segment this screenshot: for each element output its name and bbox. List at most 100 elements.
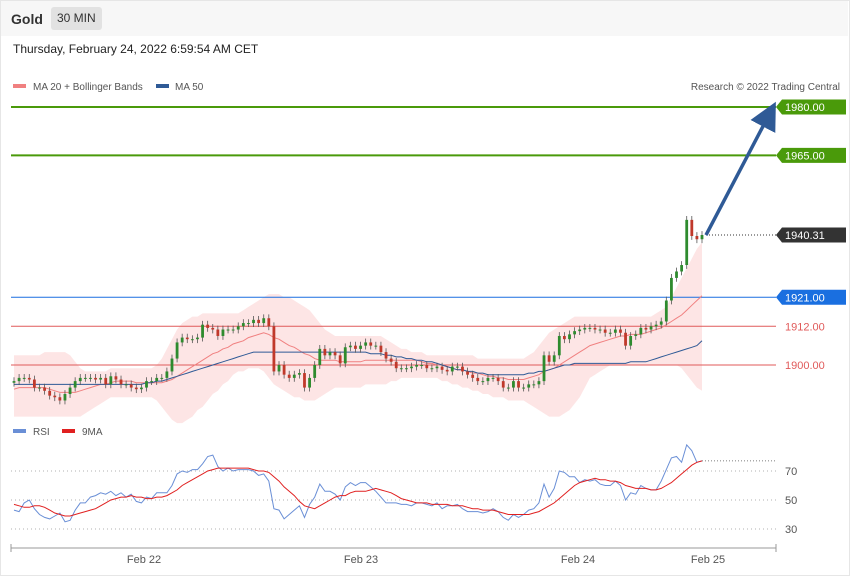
ma50-line (14, 340, 703, 385)
candle-body (670, 277, 673, 301)
candle-body (313, 365, 317, 378)
candle-body (272, 326, 276, 372)
candle-body (430, 368, 434, 370)
candlesticks (12, 216, 704, 405)
candle-body (323, 348, 327, 356)
candle-body (297, 373, 301, 375)
candle-body (38, 387, 41, 389)
candle-body (629, 335, 633, 346)
candle-body (649, 326, 653, 330)
candle-body (27, 377, 31, 380)
report-datetime: Thursday, February 24, 2022 6:59:54 AM C… (13, 42, 259, 56)
candle-body (206, 324, 210, 328)
candle-body (53, 395, 57, 398)
candle-body (603, 329, 607, 333)
arrow-line (704, 101, 776, 236)
candle-body (425, 365, 429, 369)
candle-body (644, 327, 648, 330)
candle-body (48, 390, 52, 396)
candle-body (318, 348, 322, 365)
ma50-legend-label: MA 50 (175, 82, 204, 93)
price-legend: MA 20 + Bollinger Bands MA 50 Research ©… (13, 82, 840, 93)
candle-body (134, 387, 138, 390)
candle-body (150, 381, 154, 383)
candle-body (364, 342, 368, 346)
candle-body (287, 374, 291, 378)
candle-body (17, 377, 21, 382)
candle-body (466, 371, 469, 375)
ma20-line (13, 295, 703, 393)
candle-body (32, 379, 36, 388)
candle-body (634, 334, 638, 336)
candle-body (608, 332, 612, 334)
rsi-ma-legend-label: 9MA (82, 427, 103, 438)
candle-body (445, 369, 449, 372)
candle-body (496, 377, 500, 382)
rsi-line (13, 443, 703, 523)
candle-body (282, 365, 286, 375)
timeframe-button[interactable]: 30 MIN (51, 7, 102, 30)
candle-body (512, 381, 515, 388)
candle-body (695, 236, 699, 240)
candle-body (440, 366, 444, 370)
candle-body (562, 335, 566, 340)
candle-body (435, 366, 439, 369)
candle-body (165, 371, 169, 378)
candle-body (573, 331, 576, 335)
bollinger-bands (14, 242, 702, 424)
candle-body (583, 327, 587, 330)
candle-body (379, 345, 383, 353)
candle-body (359, 345, 362, 349)
candle-body (598, 329, 602, 331)
rsi-tick-label: 50 (785, 495, 797, 507)
candle-body (384, 352, 388, 359)
level-tag-bg (776, 227, 846, 243)
candle-body (201, 324, 204, 338)
candle-body (654, 324, 658, 327)
candle-body (394, 361, 398, 369)
candle-body (216, 329, 220, 336)
candle-body (613, 329, 617, 333)
candle-body (63, 394, 67, 401)
rsi-tick-label: 70 (785, 466, 797, 478)
rsi-legend-swatch (13, 429, 26, 433)
candle-body (99, 377, 103, 380)
candle-body (236, 326, 240, 330)
candle-body (639, 327, 643, 335)
level-tag-label: 1965.00 (785, 150, 825, 162)
candle-body (73, 381, 77, 388)
candle-body (129, 384, 133, 388)
candle-body (292, 374, 296, 378)
candle-body (247, 323, 250, 325)
candle-body (659, 321, 663, 325)
ma50-legend-swatch (156, 84, 169, 88)
candle-body (410, 366, 413, 369)
candle-body (501, 381, 505, 388)
candle-body (221, 329, 225, 336)
candle-body (664, 300, 668, 322)
candle-body (262, 318, 266, 324)
candle-body (420, 365, 424, 366)
candle-body (389, 358, 393, 362)
candle-body (124, 384, 128, 386)
level-tag-label: 1900.00 (785, 360, 825, 372)
candle-body (226, 329, 230, 331)
candle-body (369, 342, 373, 346)
header-bar (1, 1, 848, 36)
candle-body (399, 368, 403, 370)
ma20-legend-label: MA 20 + Bollinger Bands (33, 82, 143, 93)
candle-body (588, 327, 592, 329)
rsi-legend-label: RSI (33, 427, 50, 438)
candle-body (252, 319, 255, 324)
candle-body (455, 366, 459, 368)
candle-body (180, 337, 184, 343)
candle-body (190, 339, 194, 341)
candle-body (415, 365, 419, 367)
candle-body (119, 379, 123, 385)
rsi-ma-line (13, 460, 703, 517)
candle-body (12, 381, 16, 383)
candle-body (471, 374, 475, 378)
x-tick-label: Feb 25 (691, 554, 725, 566)
candle-body (552, 355, 556, 362)
